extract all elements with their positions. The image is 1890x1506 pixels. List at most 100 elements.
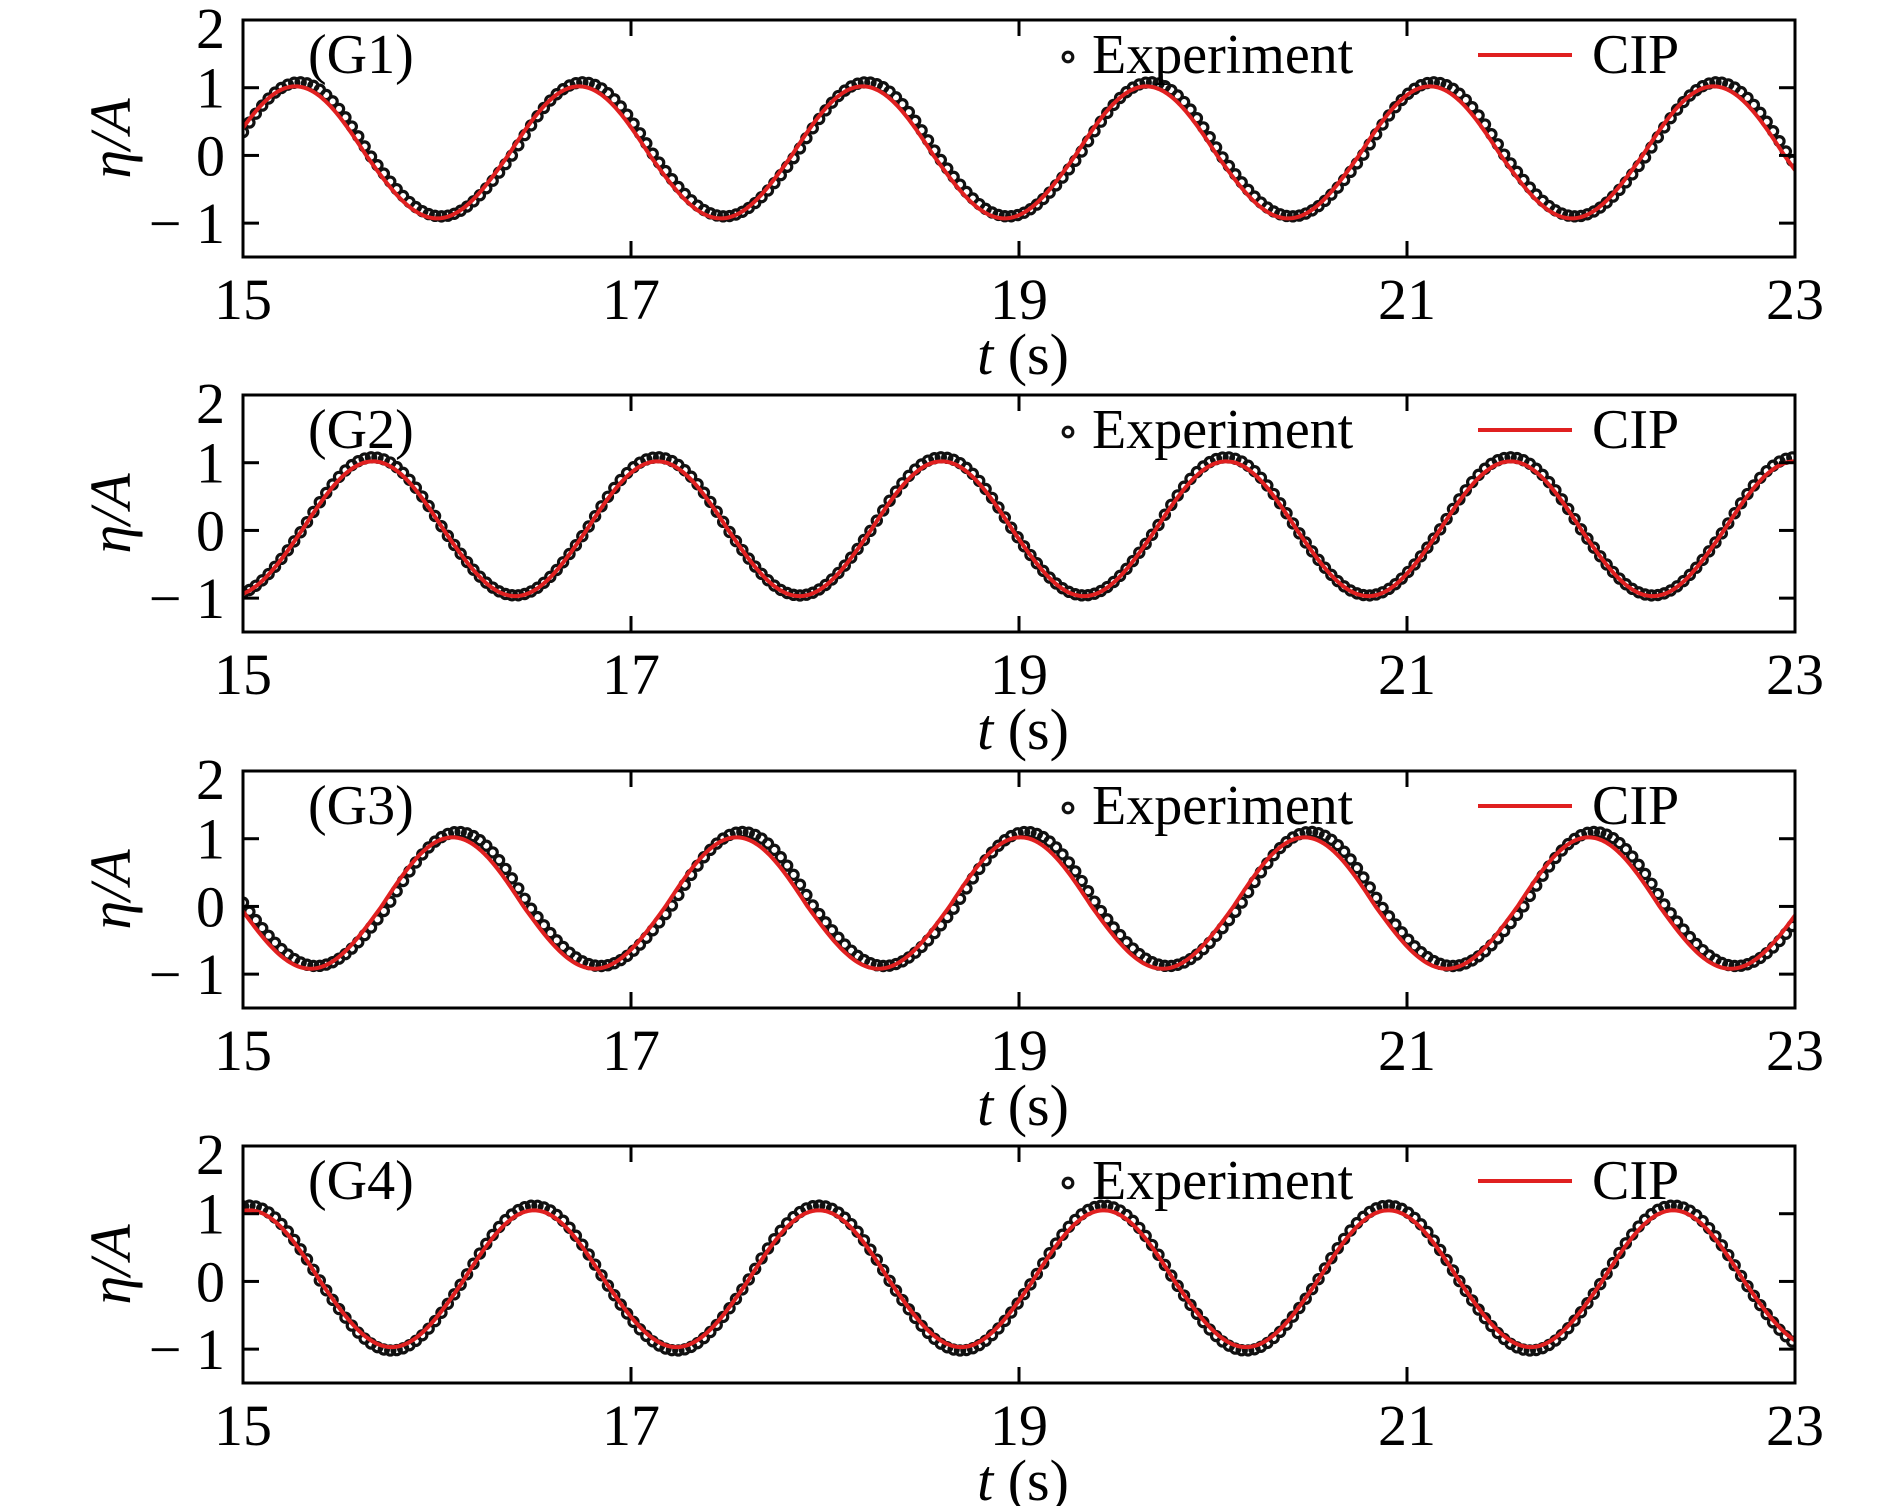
experiment-point xyxy=(454,547,467,560)
experiment-point xyxy=(582,520,595,533)
experiment-point xyxy=(256,574,269,587)
y-tick-label: − 1 xyxy=(149,191,225,256)
y-tick-label: 0 xyxy=(196,123,225,188)
experiment-point xyxy=(1145,528,1159,541)
experiment-point xyxy=(1024,826,1037,839)
experiment-point xyxy=(1702,545,1716,558)
legend-experiment-marker xyxy=(1061,801,1075,815)
experiment-point xyxy=(1741,1279,1754,1293)
legend-experiment-marker xyxy=(1061,425,1075,439)
x-axis-variable: t xyxy=(977,1448,995,1506)
x-tick-label: 23 xyxy=(1766,267,1824,332)
experiment-point xyxy=(736,543,749,557)
x-axis-variable: t xyxy=(977,322,995,387)
x-tick-label: 23 xyxy=(1766,1393,1824,1458)
experiment-point xyxy=(896,1293,909,1307)
x-axis-title: t (s) xyxy=(977,322,1069,387)
experiment-point xyxy=(825,96,839,109)
experiment-point xyxy=(736,1283,749,1296)
experiment-point xyxy=(268,936,282,950)
experiment-point xyxy=(243,1200,250,1213)
experiment-point xyxy=(486,846,499,859)
y-axis-title: η/A xyxy=(78,98,143,179)
experiment-point xyxy=(256,99,269,112)
x-tick-label: 15 xyxy=(214,1393,272,1458)
y-tick-label: 1 xyxy=(196,431,225,496)
experiment-point xyxy=(1594,826,1607,839)
legend-experiment-label: Experiment xyxy=(1092,775,1354,837)
experiment-point xyxy=(1293,527,1306,540)
experiment-point xyxy=(857,533,871,547)
x-axis-unit: (s) xyxy=(993,1448,1069,1506)
y-tick-label: 1 xyxy=(196,807,225,872)
series-cip xyxy=(243,1208,1795,1350)
experiment-point xyxy=(1286,517,1300,530)
experiment-point xyxy=(320,1284,333,1297)
experiment-point xyxy=(1626,850,1639,863)
experiment-point xyxy=(1632,858,1645,872)
experiment-point xyxy=(716,515,730,529)
experiment-point xyxy=(768,843,781,857)
experiment-point xyxy=(1594,1277,1607,1291)
x-axis-unit: (s) xyxy=(993,697,1069,762)
experiment-point xyxy=(1581,1297,1594,1310)
experiment-point xyxy=(448,1288,461,1301)
x-tick-label: 21 xyxy=(1378,1018,1436,1083)
panel-label: (G1) xyxy=(308,24,414,86)
legend-experiment-marker xyxy=(1061,50,1075,64)
experiment-point xyxy=(275,552,288,566)
experiment-point xyxy=(1401,565,1415,579)
legend: Experiment CIP xyxy=(1061,24,1679,86)
experiment-point xyxy=(576,529,589,543)
experiment-point xyxy=(1690,561,1703,574)
experiment-point xyxy=(1427,532,1440,545)
experiment-point xyxy=(288,535,301,548)
cip-line xyxy=(243,1208,1795,1350)
experiment-point xyxy=(1011,1297,1024,1310)
experiment-point xyxy=(832,566,845,580)
experiment-point xyxy=(588,510,602,523)
x-tick-label: 15 xyxy=(214,1018,272,1083)
experiment-point xyxy=(550,563,563,577)
y-axis-title: η/A xyxy=(78,849,143,930)
experiment-point xyxy=(870,514,884,527)
experiment-point xyxy=(1568,512,1581,526)
experiment-point xyxy=(1299,1292,1312,1305)
experiment-point xyxy=(1158,508,1172,521)
experiment-point xyxy=(1305,545,1319,558)
y-axis-title: η/A xyxy=(78,473,143,554)
experiment-point xyxy=(1056,848,1069,861)
experiment-point xyxy=(1325,568,1338,582)
experiment-point xyxy=(608,1289,621,1302)
experiment-point xyxy=(467,563,480,576)
experiment-point xyxy=(1389,101,1402,114)
experiment-point xyxy=(1011,531,1024,544)
legend-experiment-marker xyxy=(1061,1176,1075,1190)
experiment-point xyxy=(473,570,487,583)
experiment-point xyxy=(1069,865,1082,878)
experiment-point xyxy=(441,529,455,543)
x-tick-label: 17 xyxy=(602,267,660,332)
experiment-point xyxy=(1638,867,1652,881)
experiment-point xyxy=(505,872,519,885)
experiment-point xyxy=(1184,1298,1197,1312)
experiment-point xyxy=(307,1263,320,1276)
experiment-point xyxy=(460,555,474,569)
experiment-point xyxy=(1453,1274,1466,1288)
experiment-point xyxy=(1465,1294,1479,1307)
experiment-point xyxy=(313,1274,327,1287)
experiment-point xyxy=(435,520,448,533)
experiment-point xyxy=(595,1269,608,1282)
x-tick-label: 21 xyxy=(1378,1393,1436,1458)
experiment-point xyxy=(1126,554,1140,568)
experiment-point xyxy=(844,551,858,564)
y-tick-label: 2 xyxy=(196,0,225,61)
experiment-point xyxy=(454,1278,467,1291)
experiment-point xyxy=(1683,568,1697,582)
experiment-point xyxy=(742,826,755,839)
cip-line xyxy=(243,459,1795,599)
experiment-point xyxy=(326,1293,339,1307)
cip-line xyxy=(243,835,1795,971)
